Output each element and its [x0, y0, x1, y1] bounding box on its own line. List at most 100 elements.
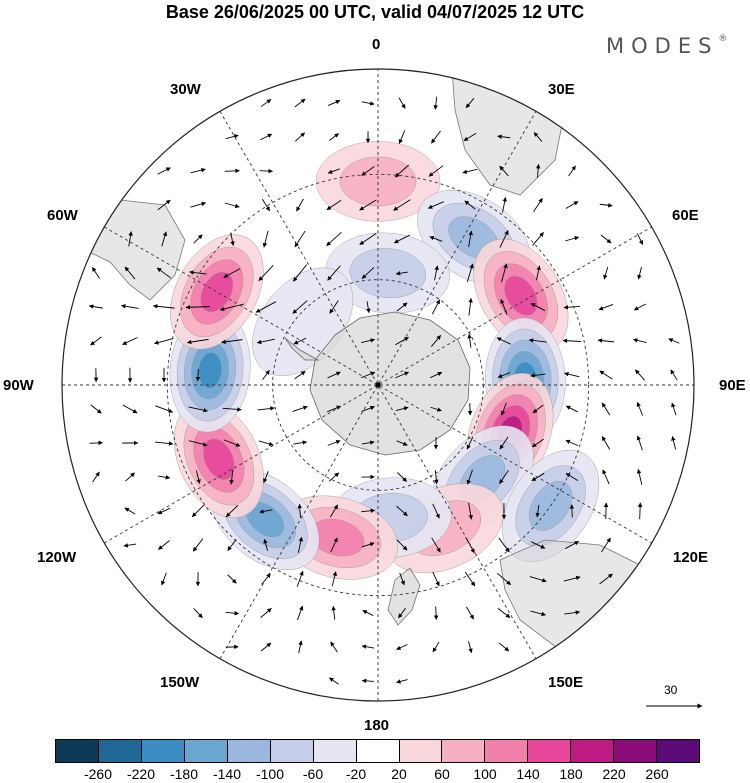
- colorbar-tick-label: -220: [126, 766, 156, 782]
- wind-arrow: [497, 608, 511, 618]
- wind-arrow: [531, 438, 544, 448]
- wind-arrow: [328, 472, 340, 482]
- wind-arrow: [294, 370, 306, 380]
- wind-arrow: [327, 168, 340, 174]
- colorbar-tick-label: 20: [391, 766, 407, 782]
- colorbar-tick-label: -20: [345, 766, 367, 782]
- wind-arrow: [535, 504, 540, 518]
- wind-arrow: [466, 263, 474, 283]
- wind-arrow: [154, 338, 174, 345]
- wind-arrow: [635, 369, 645, 381]
- wind-arrow: [670, 369, 678, 381]
- wind-arrow: [499, 165, 509, 177]
- wind-arrow: [462, 168, 478, 174]
- colorbar-tick-label: 220: [602, 766, 626, 782]
- wind-arrow: [186, 338, 209, 345]
- wind-arrow: [329, 677, 339, 685]
- colorbar-swatch: [485, 740, 529, 762]
- brand-name: MODES: [606, 34, 719, 58]
- wind-vectors: [88, 96, 680, 685]
- wind-arrow: [230, 232, 235, 246]
- colorbar-tick-label: 180: [559, 766, 583, 782]
- wind-arrow: [600, 234, 612, 244]
- high-indian-west: [473, 238, 569, 353]
- anomaly-field: [169, 141, 600, 580]
- wind-arrow: [188, 440, 208, 447]
- wind-arrow: [297, 536, 304, 553]
- wind-arrow: [464, 200, 476, 210]
- wind-arrow: [636, 401, 644, 416]
- wind-arrow: [223, 439, 241, 447]
- wind-arrow: [502, 196, 507, 213]
- wind-arrow: [564, 610, 581, 615]
- wind-arrow: [225, 134, 239, 140]
- wind-arrow: [225, 611, 240, 616]
- lon-label-90w: 90W: [3, 377, 34, 394]
- south-pole-marker: [375, 382, 381, 388]
- wind-arrow: [565, 236, 580, 242]
- wind-arrow: [568, 165, 576, 177]
- wind-arrow: [393, 234, 410, 244]
- wind-arrow: [468, 502, 473, 520]
- wind-arrow: [398, 607, 406, 619]
- wind-arrow: [260, 99, 272, 107]
- wind-arrow: [396, 505, 408, 517]
- wind-arrow: [427, 201, 444, 209]
- wind-arrow: [396, 440, 408, 446]
- low-weddell: [325, 232, 450, 314]
- wind-arrow: [262, 230, 269, 248]
- wind-arrow: [293, 440, 308, 445]
- wind-arrow: [123, 543, 137, 548]
- colorbar-swatch: [528, 740, 572, 762]
- wind-arrow: [152, 304, 175, 309]
- wind-arrow: [430, 406, 442, 412]
- wind-arrow: [263, 538, 269, 551]
- wind-arrow: [156, 267, 172, 279]
- wind-arrow: [671, 402, 677, 416]
- wind-arrow: [633, 303, 647, 311]
- wind-arrow: [292, 405, 308, 412]
- wind-arrow: [327, 405, 342, 413]
- wind-arrow: [361, 267, 375, 279]
- lon-label-30e: 30E: [548, 81, 575, 98]
- wind-arrow: [297, 605, 304, 621]
- wind-arrow: [359, 199, 377, 211]
- wind-arrow: [260, 642, 272, 652]
- wind-arrow: [293, 264, 307, 282]
- wind-arrow: [498, 537, 510, 553]
- colorbar-swatch: [571, 740, 615, 762]
- wind-arrow: [157, 507, 171, 515]
- wind-arrow: [496, 337, 512, 345]
- wind-arrow: [292, 300, 308, 314]
- wind-arrow: [498, 642, 510, 652]
- wind-arrow: [432, 503, 440, 519]
- wind-arrow: [261, 198, 271, 212]
- wind-arrow: [601, 537, 611, 553]
- wind-arrow: [432, 571, 440, 587]
- wind-arrow: [361, 644, 375, 649]
- wind-arrow: [636, 233, 644, 245]
- polar-map: [61, 68, 703, 709]
- wind-arrow: [92, 471, 100, 483]
- wind-arrow: [361, 101, 375, 106]
- wind-arrow: [193, 234, 203, 244]
- wind-arrow: [431, 537, 441, 553]
- wind-arrow: [431, 299, 441, 315]
- colorbar-swatch: [657, 740, 700, 762]
- wind-arrow: [434, 265, 439, 281]
- wind-arrow: [329, 504, 339, 518]
- wind-arrow: [563, 305, 581, 310]
- wind-arrow: [155, 441, 174, 446]
- wind-arrow: [297, 503, 303, 518]
- wind-arrow: [466, 469, 473, 485]
- wind-arrow: [434, 470, 439, 485]
- wind-arrow: [294, 98, 306, 108]
- wind-arrow: [565, 405, 578, 413]
- wind-arrow: [260, 133, 273, 141]
- wind-arrow: [569, 504, 575, 518]
- wind-arrow: [161, 572, 167, 586]
- wind-arrow: [668, 338, 680, 344]
- wind-arrow: [536, 265, 541, 281]
- wind-arrow: [255, 301, 277, 313]
- wind-arrow: [467, 333, 472, 348]
